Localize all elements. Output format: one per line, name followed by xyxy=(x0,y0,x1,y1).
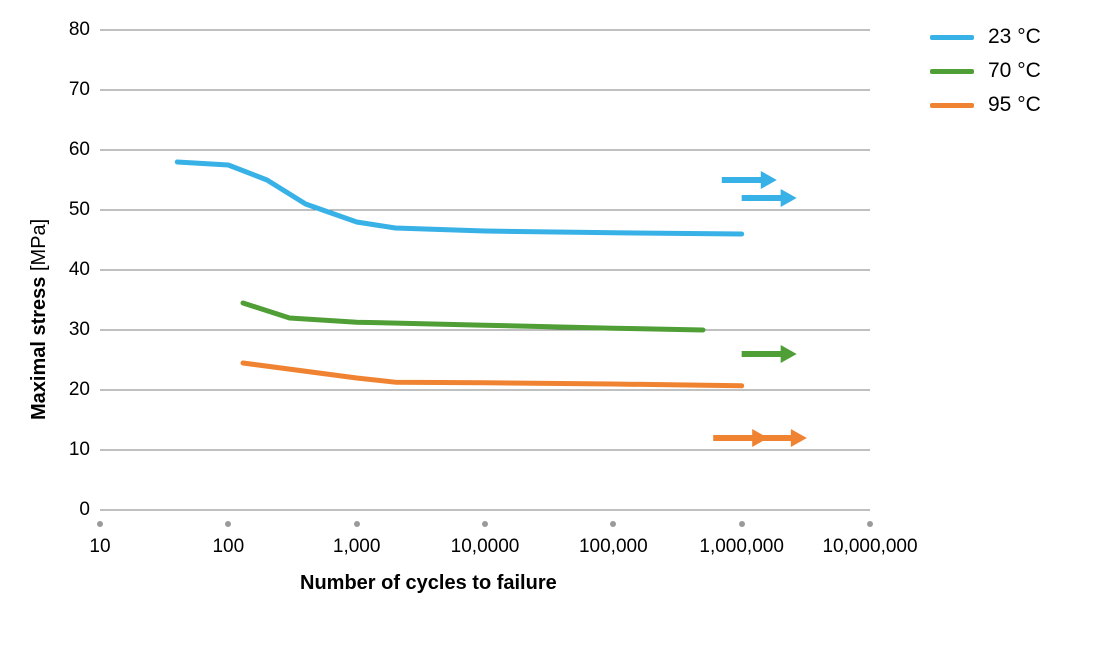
runout-arrow-head xyxy=(791,429,807,447)
series-line xyxy=(177,162,741,234)
y-tick-label: 40 xyxy=(50,259,90,281)
legend-label: 70 °C xyxy=(988,59,1041,83)
legend-label: 95 °C xyxy=(988,93,1041,117)
legend-swatch xyxy=(930,35,974,40)
x-tick-label: 10,000,000 xyxy=(822,536,917,558)
y-tick-label: 70 xyxy=(50,79,90,101)
x-tick-dot xyxy=(97,521,103,527)
x-tick-label: 1,000,000 xyxy=(699,536,784,558)
runout-arrow-head xyxy=(781,189,797,207)
legend-swatch xyxy=(930,103,974,108)
legend-item: 70 °C xyxy=(930,59,1041,83)
x-tick-dot xyxy=(354,521,360,527)
x-tick-dot xyxy=(867,521,873,527)
y-tick-label: 10 xyxy=(50,439,90,461)
chart-container: Maximal stress [MPa] Number of cycles to… xyxy=(0,0,1094,663)
legend-item: 95 °C xyxy=(930,93,1041,117)
legend-item: 23 °C xyxy=(930,25,1041,49)
y-tick-label: 20 xyxy=(50,379,90,401)
x-tick-dot xyxy=(482,521,488,527)
y-tick-label: 60 xyxy=(50,139,90,161)
x-tick-label: 10 xyxy=(89,536,110,558)
y-tick-label: 0 xyxy=(50,499,90,521)
y-tick-label: 80 xyxy=(50,19,90,41)
series-line xyxy=(243,303,703,330)
x-tick-label: 100,000 xyxy=(579,536,648,558)
runout-arrow-head xyxy=(761,171,777,189)
x-tick-label: 100 xyxy=(212,536,244,558)
y-tick-label: 50 xyxy=(50,199,90,221)
y-tick-label: 30 xyxy=(50,319,90,341)
series-line xyxy=(243,363,742,386)
legend-label: 23 °C xyxy=(988,25,1041,49)
x-tick-dot xyxy=(225,521,231,527)
x-tick-label: 10,0000 xyxy=(451,536,520,558)
legend-swatch xyxy=(930,69,974,74)
runout-arrow-head xyxy=(781,345,797,363)
legend: 23 °C 70 °C 95 °C xyxy=(930,25,1041,127)
x-tick-label: 1,000 xyxy=(333,536,381,558)
x-tick-dot xyxy=(739,521,745,527)
x-tick-dot xyxy=(610,521,616,527)
